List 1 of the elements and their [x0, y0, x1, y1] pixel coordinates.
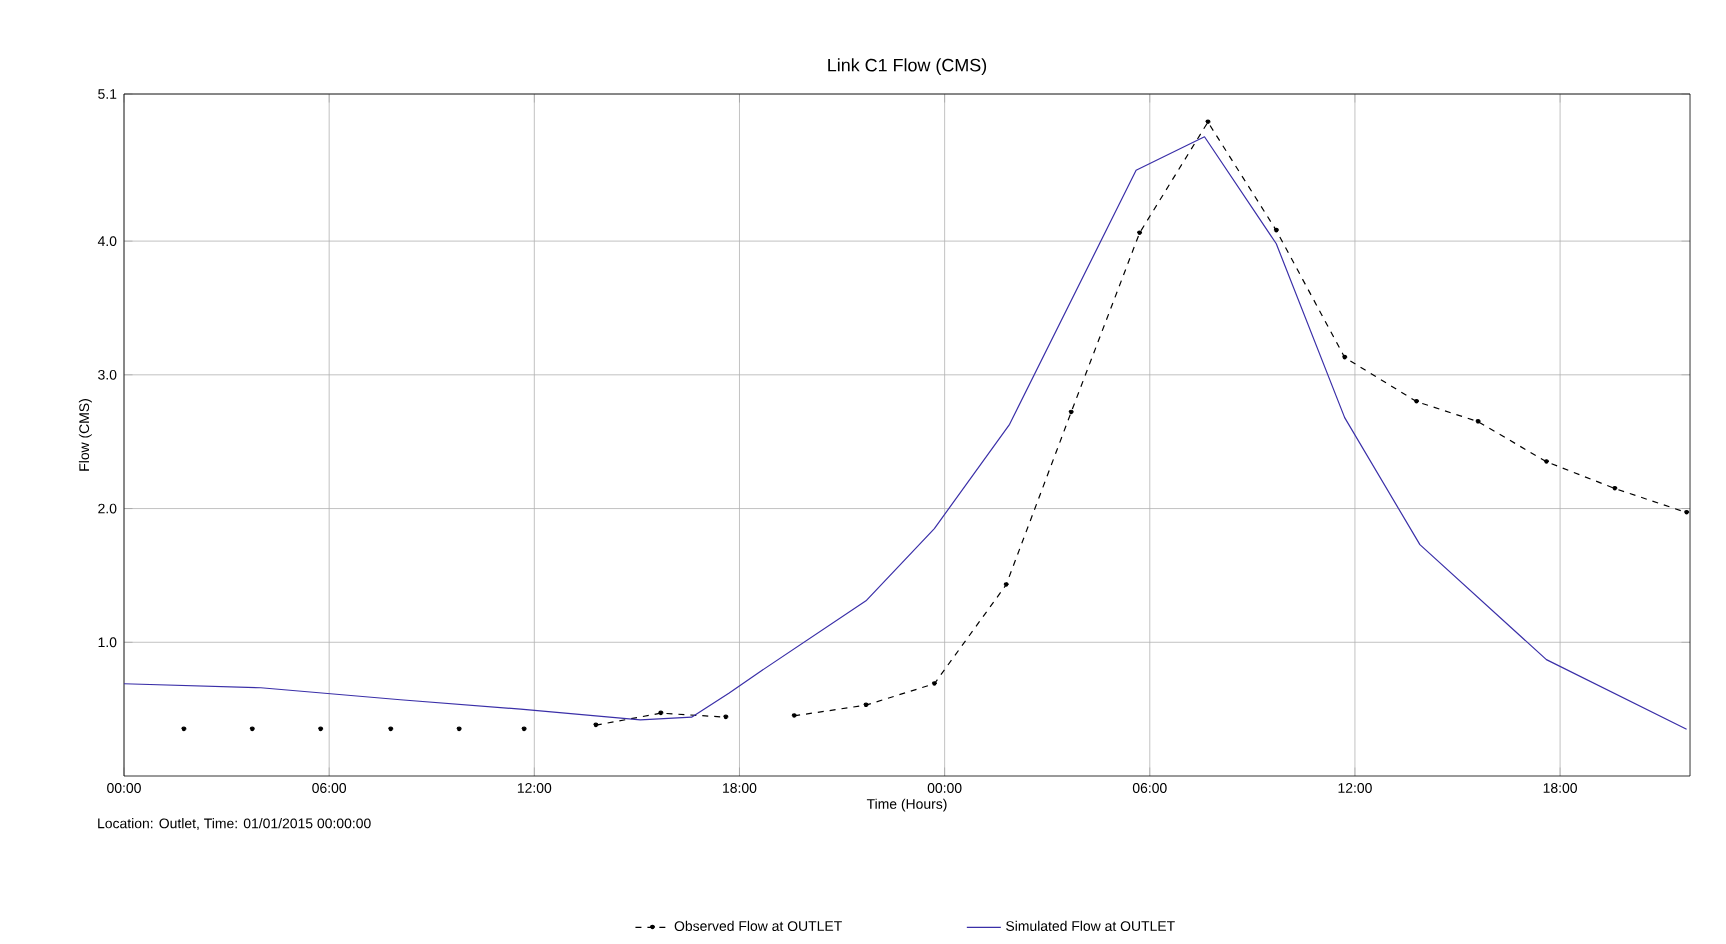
chart-title: Link C1 Flow (CMS) [828, 58, 987, 76]
